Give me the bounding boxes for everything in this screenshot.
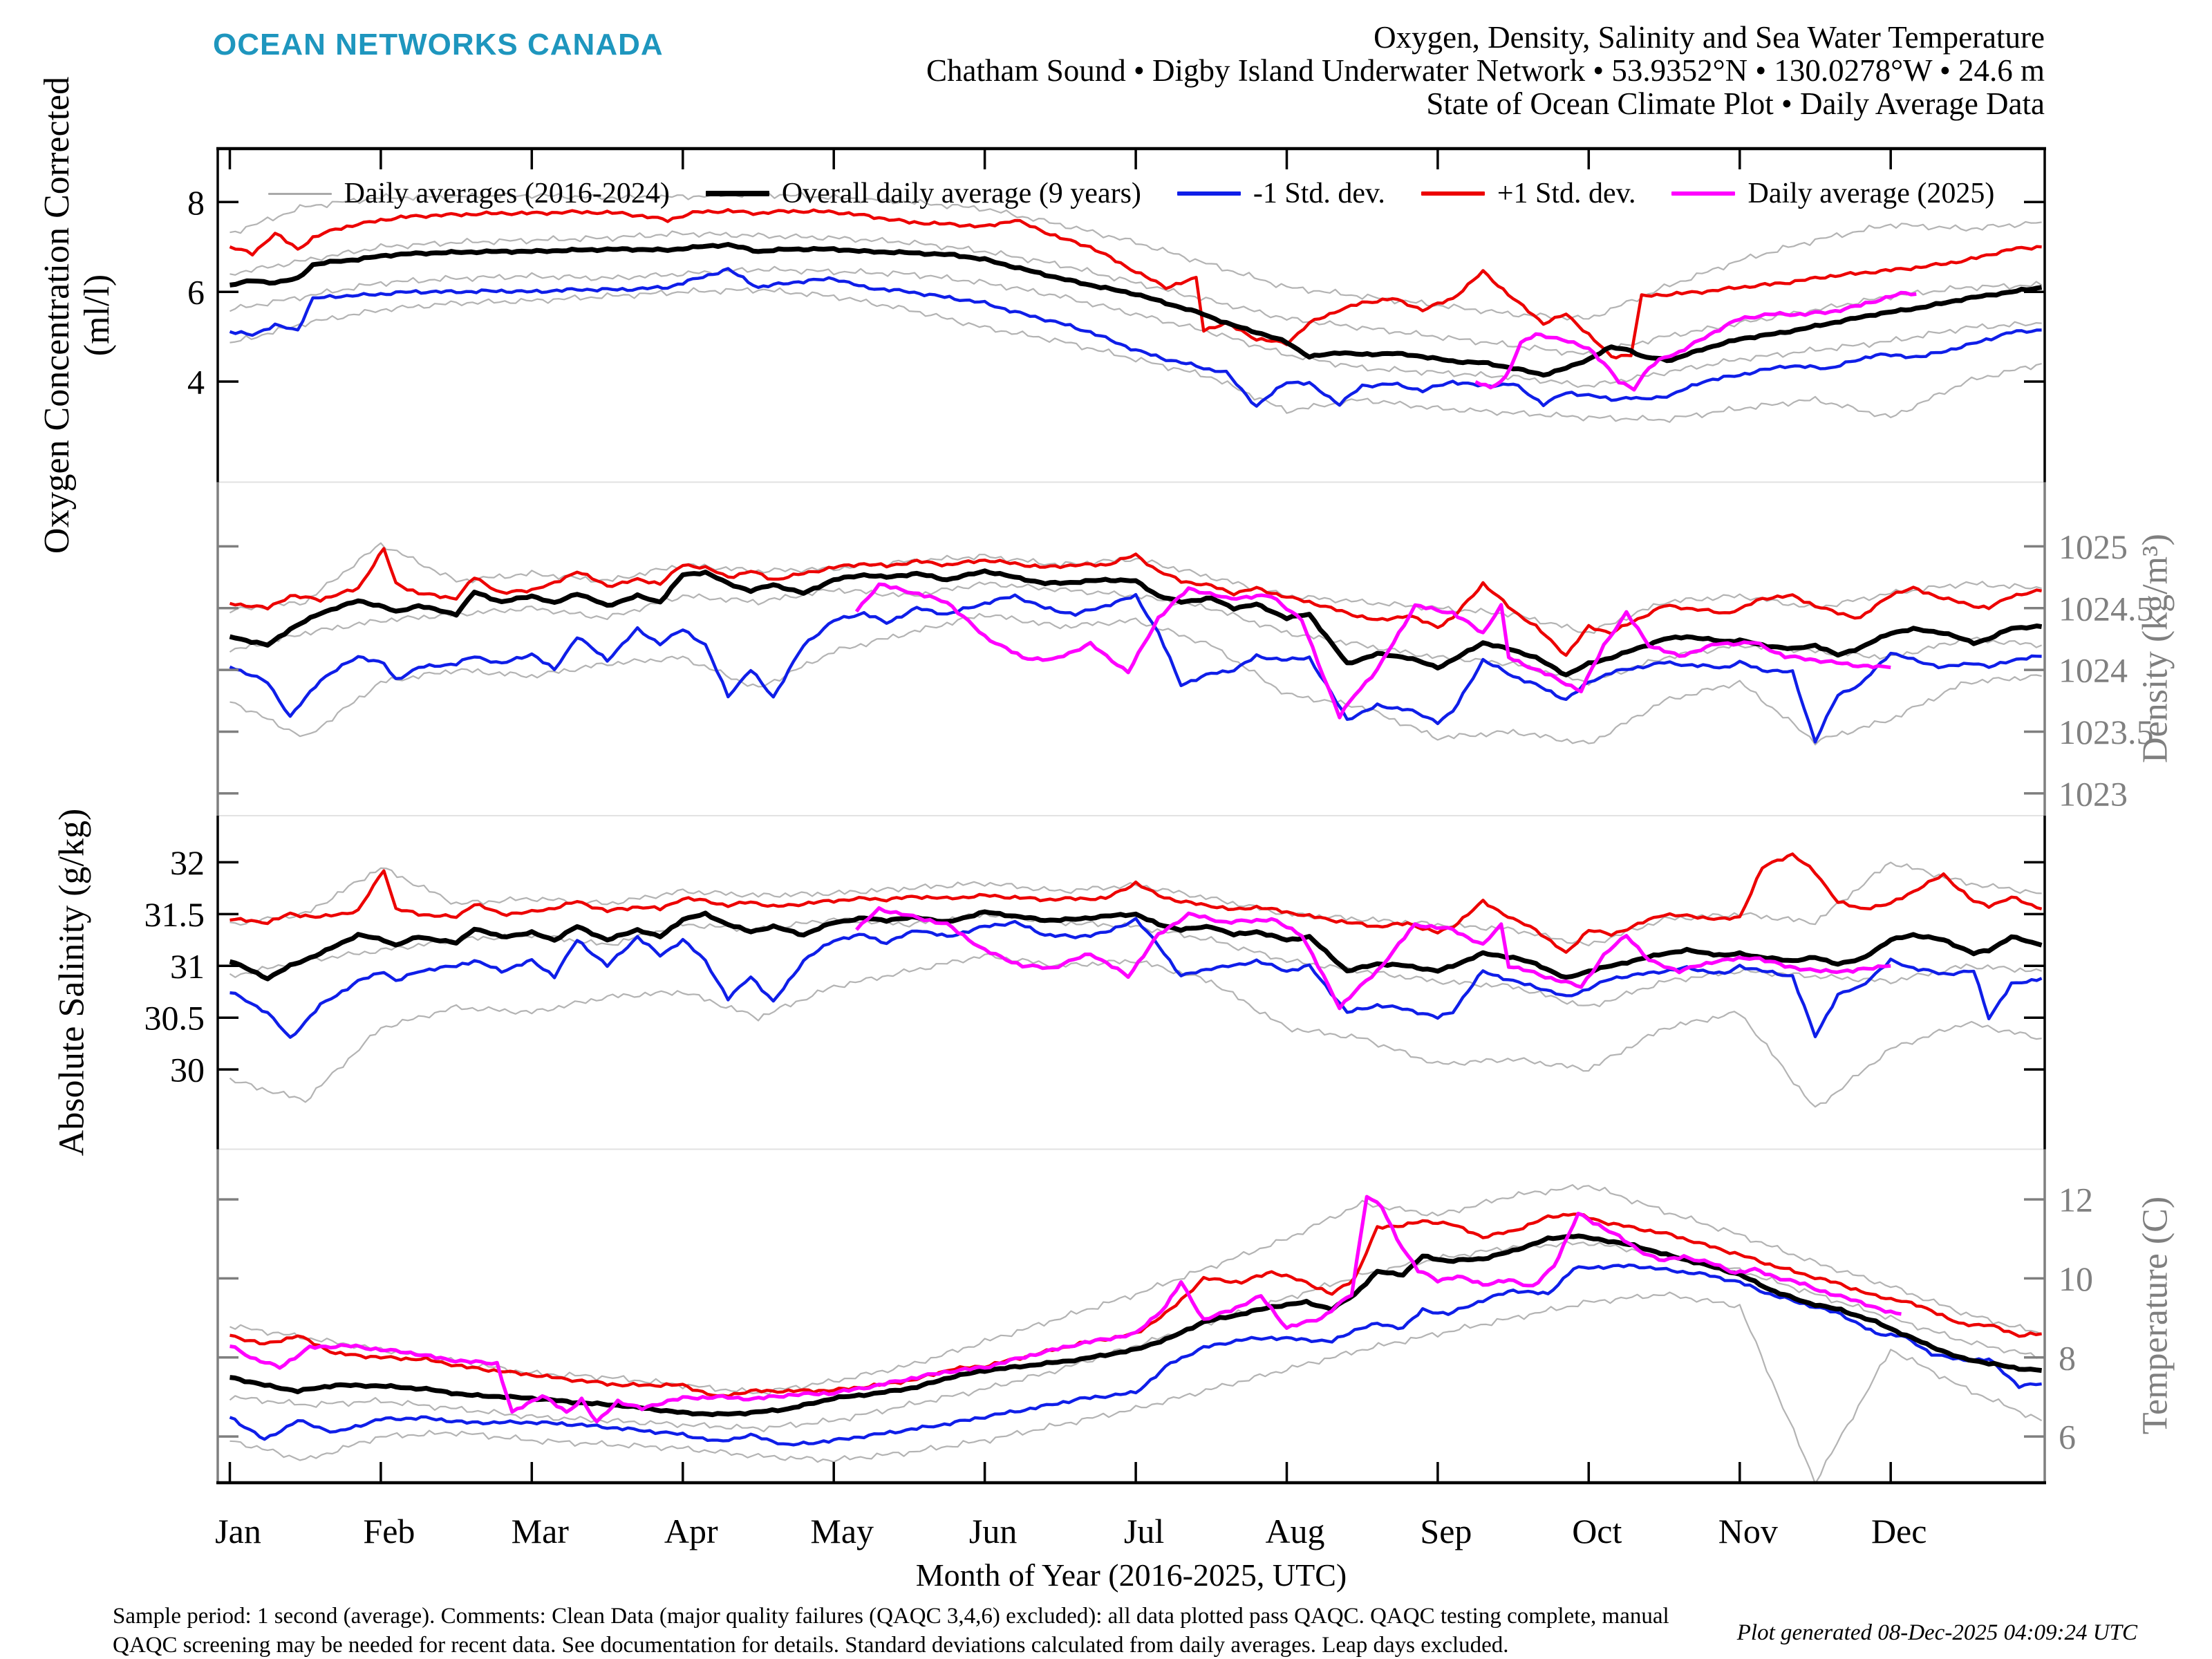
panel-density [229, 542, 2043, 746]
month-label: Sep [1420, 1512, 1472, 1550]
footer-line1: Sample period: 1 second (average). Comme… [113, 1604, 1669, 1629]
panel-oxygen [229, 191, 2043, 423]
onc-logo: OCEAN NETWORKS CANADA [213, 28, 664, 62]
legend-label: Daily averages (2016-2024) [344, 178, 670, 209]
tick-label-density: 1023 [2059, 774, 2128, 813]
legend-label: Daily average (2025) [1747, 178, 1995, 209]
month-label: Aug [1265, 1512, 1324, 1550]
tick-label-salinity: 30.5 [144, 999, 205, 1038]
tick-label-temperature: 10 [2059, 1259, 2093, 1298]
legend-line-sample [1177, 191, 1241, 196]
month-label: Apr [664, 1512, 718, 1550]
legend-item: Daily average (2025) [1671, 177, 1994, 210]
y-axis-label-oxygen: Oxygen Concentration Corrected (ml/l) [37, 76, 117, 554]
tick-label-temperature: 6 [2059, 1418, 2076, 1456]
y-axis-label-temperature: Temperature (C) [2135, 1196, 2175, 1435]
month-label: Nov [1718, 1512, 1778, 1550]
panel-salinity [229, 852, 2043, 1108]
legend-item: Overall daily average (9 years) [705, 177, 1141, 210]
tick-label-density: 1023.5 [2059, 713, 2154, 751]
tick-label-salinity: 32 [170, 843, 205, 882]
tick-label-density: 1024 [2059, 651, 2128, 690]
chart-title-block: Oxygen, Density, Salinity and Sea Water … [926, 21, 2045, 120]
tick-label-oxygen: 4 [187, 363, 205, 402]
tick-label-temperature: 12 [2059, 1181, 2093, 1219]
legend-item: Daily averages (2016-2024) [268, 177, 670, 210]
tick-label-temperature: 8 [2059, 1338, 2076, 1377]
footer-line2: QAQC screening may be needed for recent … [113, 1633, 1509, 1658]
legend-label: Overall daily average (9 years) [781, 178, 1141, 209]
month-label: Jun [969, 1512, 1017, 1550]
month-label: Jan [215, 1512, 261, 1550]
tick-label-salinity: 31.5 [144, 895, 205, 934]
legend: Daily averages (2016-2024) Overall daily … [218, 177, 2045, 210]
legend-item: -1 Std. dev. [1177, 177, 1385, 210]
month-label: Mar [512, 1512, 570, 1550]
x-axis-label: Month of Year (2016-2025, UTC) [915, 1557, 1347, 1593]
month-label: Oct [1572, 1512, 1622, 1550]
tick-label-density: 1025 [2059, 527, 2128, 566]
chart-title-line2: Chatham Sound • Digby Island Underwater … [926, 53, 2045, 88]
month-label: Feb [363, 1512, 415, 1550]
tick-label-oxygen: 8 [187, 183, 205, 222]
y-axis-label-density: Density (kg/m³) [2135, 534, 2175, 763]
legend-line-sample [1421, 191, 1485, 196]
legend-label: +1 Std. dev. [1497, 178, 1636, 209]
legend-label: -1 Std. dev. [1253, 178, 1385, 209]
panel-temperature [229, 1183, 2043, 1483]
tick-label-oxygen: 6 [187, 273, 205, 312]
legend-line-sample [268, 192, 332, 195]
chart-title-line3: State of Ocean Climate Plot • Daily Aver… [1426, 86, 2045, 121]
month-label: Dec [1871, 1512, 1927, 1550]
tick-label-salinity: 30 [170, 1051, 205, 1089]
tick-label-density: 1024.5 [2059, 589, 2154, 628]
legend-item: +1 Std. dev. [1421, 177, 1636, 210]
plot-generated-timestamp: Plot generated 08-Dec-2025 04:09:24 UTC [1736, 1620, 2137, 1645]
tick-label-salinity: 31 [170, 947, 205, 986]
legend-line-sample [705, 191, 769, 196]
legend-line-sample [1671, 191, 1736, 196]
chart-title-line1: Oxygen, Density, Salinity and Sea Water … [1374, 20, 2045, 55]
y-axis-label-salinity: Absolute Salinity (g/kg) [52, 808, 92, 1156]
month-label: May [810, 1512, 874, 1550]
month-label: Jul [1124, 1512, 1164, 1550]
